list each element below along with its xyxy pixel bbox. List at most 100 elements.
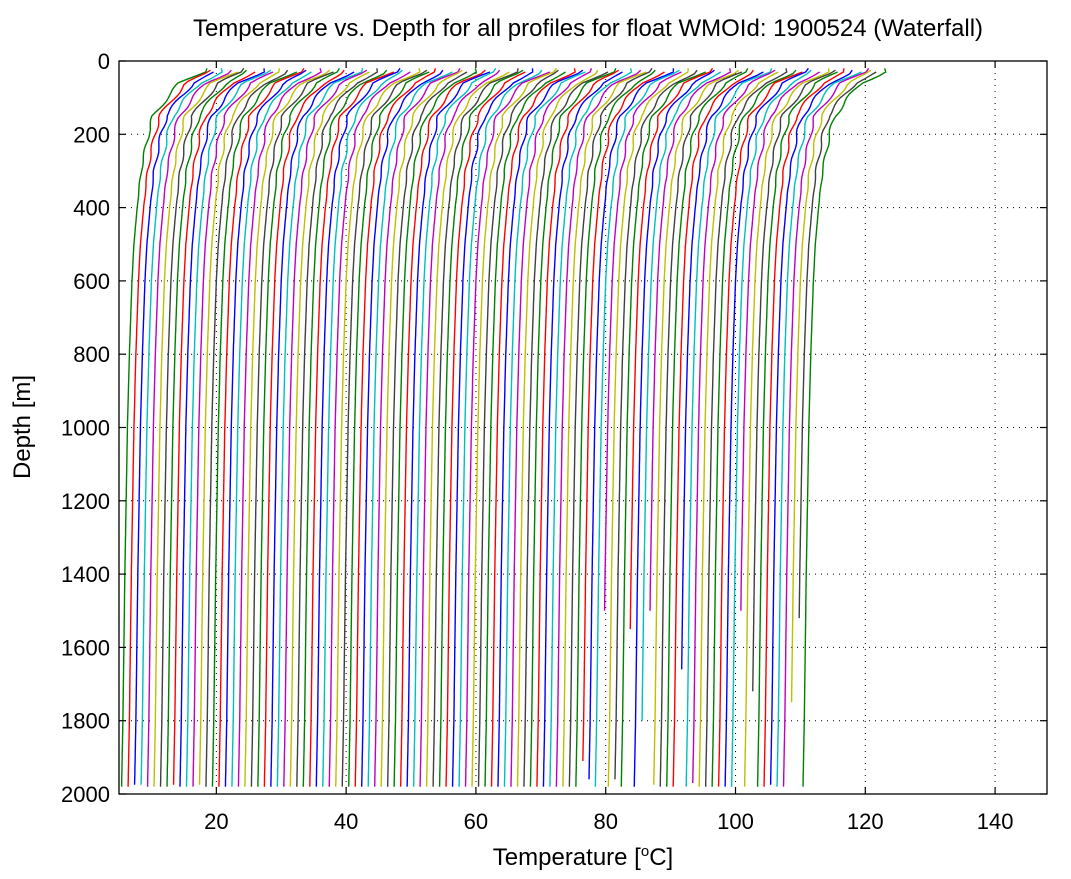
profile-line [633, 69, 715, 787]
profile-line [380, 69, 463, 787]
profile-line [582, 71, 665, 761]
profile-line [649, 68, 732, 611]
profile-line [603, 71, 682, 611]
profile-line [315, 67, 401, 787]
x-axis-label-superscript: o [641, 843, 649, 860]
profile-line [743, 68, 830, 787]
profile-line [133, 71, 214, 785]
profile-line [529, 68, 617, 787]
x-tick-label: 60 [464, 809, 488, 834]
profile-line [503, 71, 586, 787]
profile-line [172, 71, 256, 785]
profile-line [146, 69, 232, 787]
profile-line [681, 71, 764, 670]
profile-line [629, 67, 714, 630]
grid-lines [119, 60, 1047, 795]
profile-line [432, 68, 519, 787]
profile-line [464, 71, 551, 787]
profile-line [367, 71, 453, 787]
y-tick-label: 200 [73, 122, 110, 147]
profile-line [341, 69, 428, 787]
profile-line [159, 67, 245, 787]
profile-line [328, 71, 411, 787]
y-tick-label: 600 [73, 269, 110, 294]
y-tick-label: 1600 [61, 635, 110, 660]
x-axis-label-unit: C] [649, 844, 673, 871]
profile-series [120, 67, 887, 787]
x-tick-label: 100 [717, 809, 754, 834]
profile-line [374, 67, 461, 787]
profile-line [705, 68, 788, 787]
y-tick-label: 2000 [61, 782, 110, 807]
profile-line [740, 71, 821, 611]
profile-line [484, 71, 566, 787]
plot-area [120, 67, 887, 787]
profile-line [120, 68, 208, 787]
profile-line [711, 69, 797, 787]
profile-line [798, 71, 877, 619]
profile-line [575, 69, 656, 787]
profile-line [393, 68, 478, 787]
profile-line [451, 68, 534, 787]
profile-line [263, 69, 345, 787]
profile-line [244, 69, 331, 787]
profile-line [698, 71, 779, 787]
profile-line [523, 71, 609, 787]
profile-line [399, 69, 486, 787]
profile-line [406, 71, 491, 787]
profile-line [166, 69, 247, 787]
profile-line [140, 68, 223, 785]
x-axis: 20 40 60 80 100 120 140 [204, 61, 1013, 834]
profile-line [458, 69, 543, 787]
profile-line [354, 68, 437, 787]
profile-line [490, 68, 576, 787]
profile-line [685, 68, 773, 787]
profile-line [192, 71, 274, 787]
y-tick-label: 400 [73, 196, 110, 221]
profile-line [471, 67, 557, 787]
profile-line [620, 71, 706, 787]
profile-line [477, 69, 559, 787]
chart-title: Temperature vs. Depth for all profiles f… [193, 15, 983, 42]
y-tick-label: 0 [98, 49, 110, 74]
profile-line [769, 69, 853, 785]
profile-line [198, 68, 281, 785]
profile-line [692, 69, 776, 784]
profile-line [425, 71, 510, 787]
profile-line [536, 69, 620, 787]
y-axis: 0 200 400 600 800 1000 1200 1400 1600 1800 2000 [61, 49, 1047, 807]
profile-line [205, 69, 289, 787]
profile-line [607, 68, 689, 787]
profile-line [614, 69, 698, 780]
profile-line [752, 69, 836, 692]
profile-line [335, 68, 421, 787]
x-tick-label: 20 [204, 809, 228, 834]
profile-line [257, 67, 341, 787]
x-tick-label: 120 [847, 809, 884, 834]
profile-line [250, 71, 334, 787]
profile-line [276, 68, 364, 787]
profile-line [497, 69, 584, 787]
profile-line [542, 71, 623, 787]
profile-line [568, 67, 653, 787]
profile-line [289, 71, 370, 787]
profile-line [790, 69, 872, 703]
x-tick-label: 80 [593, 809, 617, 834]
y-tick-label: 1800 [61, 709, 110, 734]
profile-line [419, 69, 501, 787]
profile-line [594, 69, 680, 787]
y-tick-label: 1400 [61, 562, 110, 587]
profile-line [782, 67, 870, 787]
profile-line [510, 68, 593, 787]
profile-line [231, 71, 312, 787]
profile-line [224, 69, 307, 787]
profile-line [653, 69, 740, 785]
profile-line [549, 68, 633, 787]
x-tick-label: 40 [334, 809, 358, 834]
profile-line [348, 71, 430, 787]
profile-line [588, 68, 675, 780]
profile-line [218, 67, 305, 787]
profile-line [730, 69, 812, 787]
profile-line [776, 71, 862, 787]
